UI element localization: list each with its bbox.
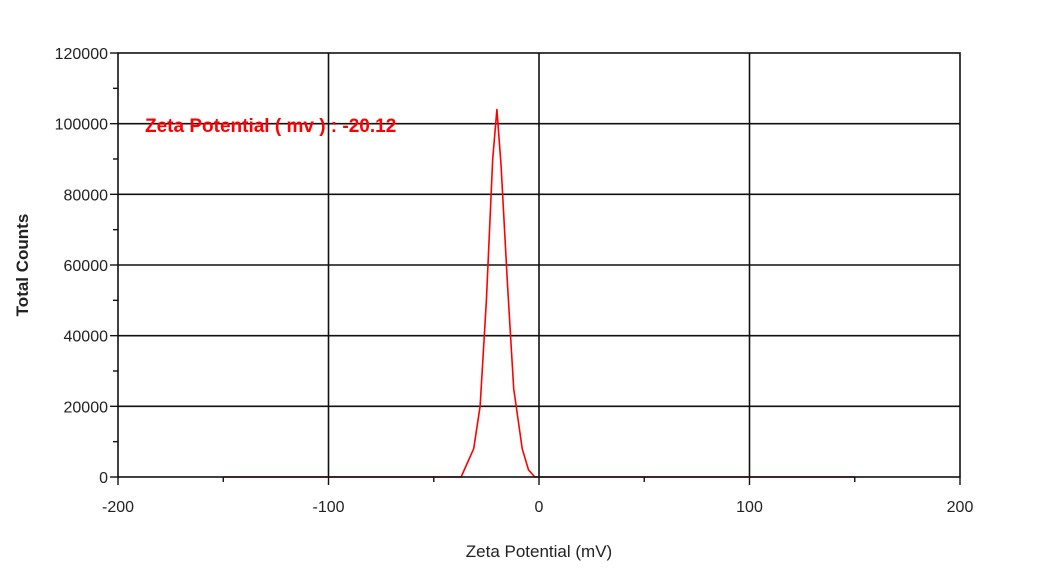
x-tick-label: 0 [535, 499, 544, 516]
y-tick-label: 60000 [64, 258, 109, 275]
x-axis-title: Zeta Potential (mV) [466, 542, 612, 561]
y-tick-label: 100000 [55, 117, 108, 134]
y-tick-label: 40000 [64, 329, 109, 346]
y-tick-label: 20000 [64, 399, 109, 416]
x-tick-label: -200 [102, 499, 134, 516]
y-tick-label: 120000 [55, 46, 108, 63]
y-axis-title: Total Counts [13, 214, 32, 317]
axes: 0 20000 40000 60000 80000 100000 120000 -200 -10… [55, 46, 974, 516]
y-tick-label: 0 [99, 470, 108, 487]
x-tick-label: 100 [736, 499, 763, 516]
grid [118, 53, 960, 477]
series-layer [223, 108, 855, 478]
zeta-potential-annotation: Zeta Potential ( mv ) : -20.12 [145, 116, 396, 137]
zeta-distribution-line [223, 108, 855, 478]
x-tick-label: -100 [312, 499, 344, 516]
y-tick-label: 80000 [64, 187, 109, 204]
x-tick-label: 200 [947, 499, 974, 516]
